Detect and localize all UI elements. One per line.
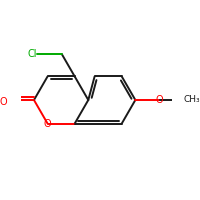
Text: O: O <box>156 95 164 105</box>
Text: Cl: Cl <box>27 49 37 59</box>
Text: O: O <box>44 119 51 129</box>
Text: CH₃: CH₃ <box>184 96 200 104</box>
Text: O: O <box>0 97 7 107</box>
